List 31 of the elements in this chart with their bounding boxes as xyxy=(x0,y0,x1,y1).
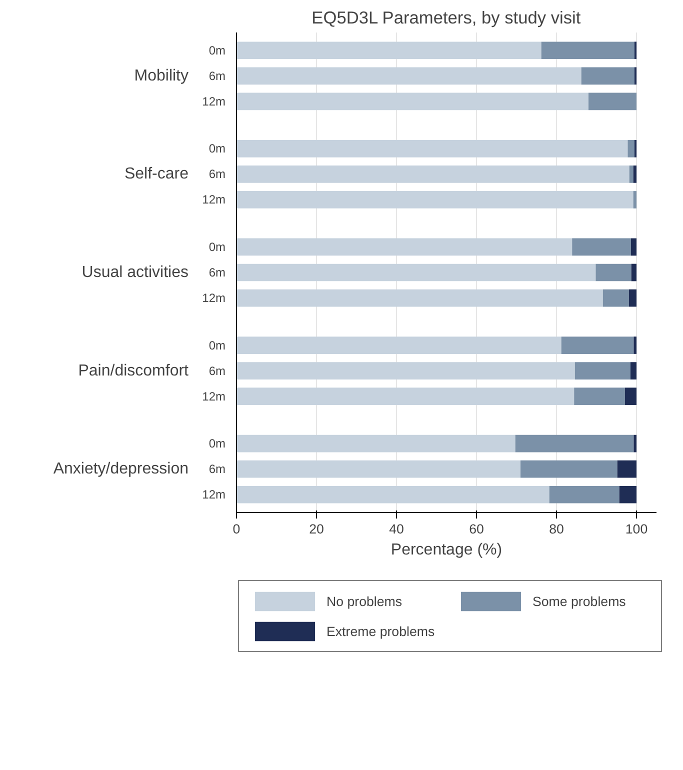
y-tick-label: 0m xyxy=(208,338,226,352)
y-tick-label: 12m xyxy=(202,389,226,404)
x-tick-label: 100 xyxy=(625,522,648,536)
y-tick-label: 12m xyxy=(202,192,226,207)
y-tick-label: 12m xyxy=(202,94,226,108)
y-tick-label: 12m xyxy=(202,488,226,502)
legend-label: Some problems xyxy=(532,594,627,608)
y-tick-label: 0m xyxy=(208,240,226,254)
y-tick-label: 0m xyxy=(208,43,226,58)
legend-label: No problems xyxy=(326,594,404,608)
y-tick-label: 6m xyxy=(208,266,226,280)
y-tick-label: 12m xyxy=(202,291,226,306)
y-tick-label: 0m xyxy=(208,142,226,156)
x-tick-label: 60 xyxy=(469,522,484,536)
y-tick-label: 6m xyxy=(208,167,226,182)
text: Self-care xyxy=(124,166,189,183)
text: Anxiety/depression xyxy=(53,460,188,478)
y-tick-label: 6m xyxy=(208,68,226,83)
x-tick-label: 40 xyxy=(389,522,404,536)
legend-label: Extreme problems xyxy=(326,624,436,638)
x-tick-label: 20 xyxy=(309,522,324,536)
x-tick-label: 0 xyxy=(232,522,240,536)
text: Mobility xyxy=(134,67,188,84)
x-axis-title: Percentage (%) xyxy=(390,542,502,558)
y-tick-label: 6m xyxy=(208,462,226,476)
chart-title: EQ5D3L Parameters, by study visit xyxy=(312,8,581,28)
text: Pain/discomfort xyxy=(78,362,190,380)
x-tick-label: 80 xyxy=(549,522,564,536)
text: Usual activities xyxy=(82,264,188,281)
y-tick-label: 0m xyxy=(208,436,226,451)
y-tick-label: 6m xyxy=(208,364,226,378)
